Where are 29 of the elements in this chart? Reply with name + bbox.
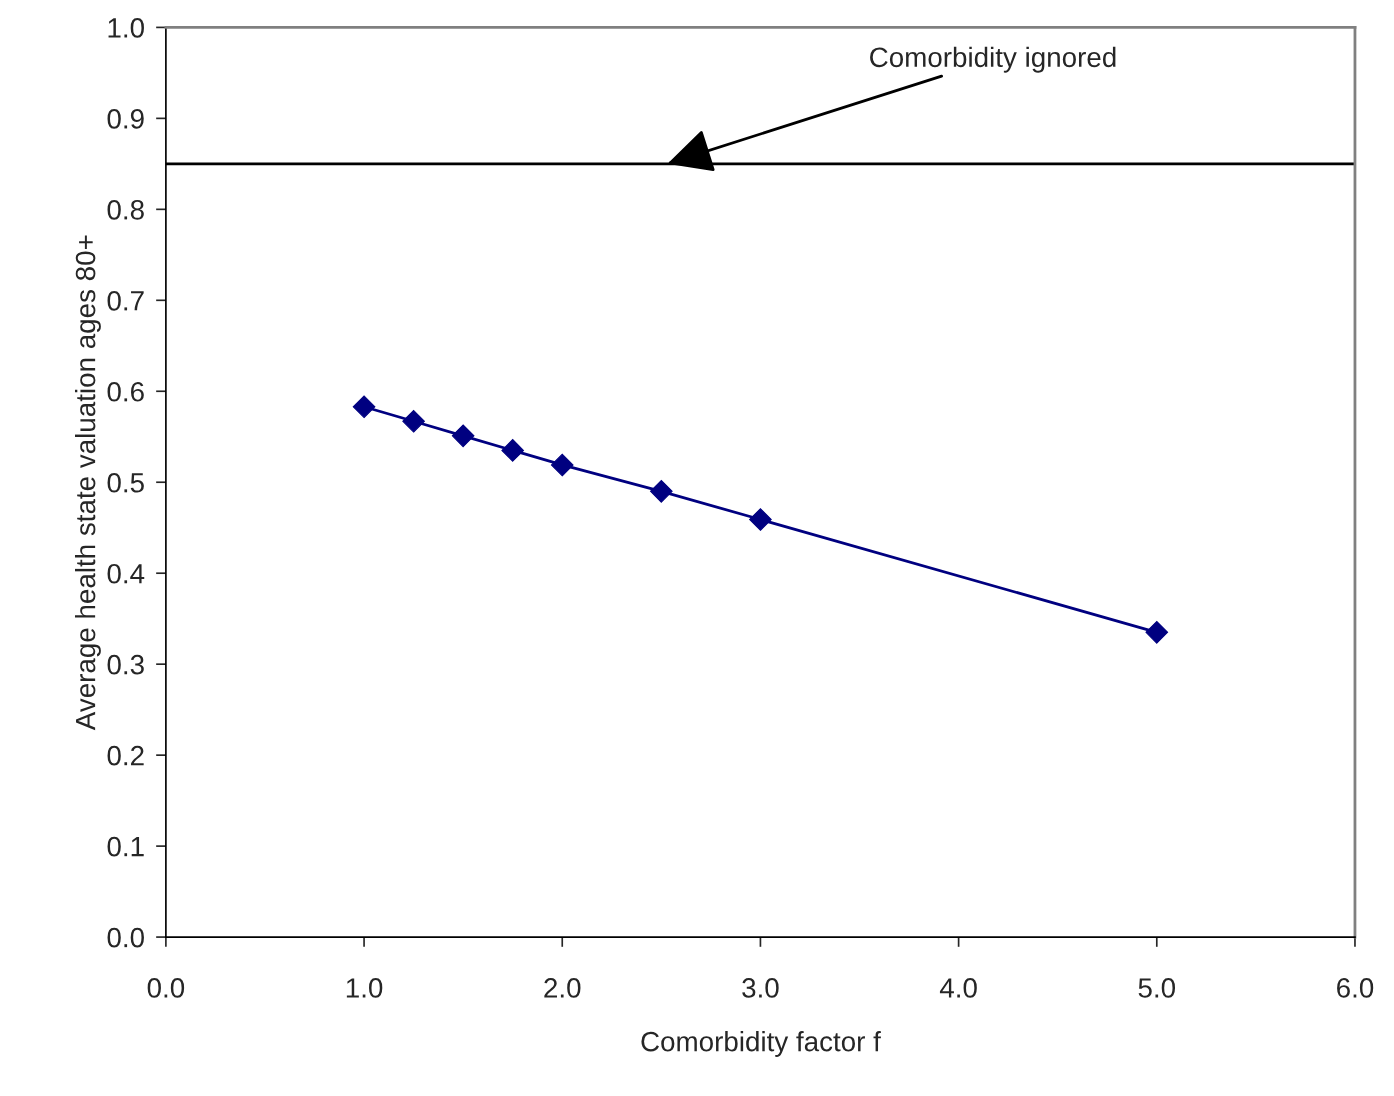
y-tick-label: 0.4	[107, 563, 145, 584]
point	[550, 453, 574, 477]
annotation: Comorbidity ignored	[870, 46, 1116, 73]
y-tick-label: 0.7	[107, 290, 144, 311]
x-tick-label: 1.0	[346, 978, 383, 998]
x-tick-label: 0.0	[147, 978, 185, 998]
point	[1145, 621, 1169, 644]
y-tick-label: 0.1	[107, 836, 144, 857]
x-tick-label: 3.0	[742, 978, 779, 998]
point	[749, 508, 772, 531]
y-tick-label: 0.9	[107, 109, 144, 129]
x-axis-title: Comorbidity factor f	[641, 1031, 881, 1057]
point	[501, 439, 525, 462]
x-tick-label: 2.0	[544, 978, 581, 998]
x-tick-label: 4.0	[939, 978, 977, 998]
point	[402, 409, 425, 433]
y-axis-title: Average health state valuation ages 80+	[74, 235, 101, 731]
y-tick-label: 0.0	[107, 927, 144, 948]
y-tick-label: 0.5	[107, 472, 144, 493]
y-tick-label: 0.2	[107, 745, 144, 766]
x-tick-label: 6.0	[1337, 978, 1374, 998]
y-tick-label: 0.6	[107, 381, 144, 402]
y-tick-label: 1.0	[108, 18, 144, 38]
point	[650, 480, 673, 503]
x-tick-label: 5.0	[1138, 978, 1176, 998]
y-tick-label: 0.3	[107, 654, 144, 675]
y-tick-label: 0.8	[107, 200, 144, 220]
point	[352, 395, 376, 419]
point	[451, 424, 475, 448]
